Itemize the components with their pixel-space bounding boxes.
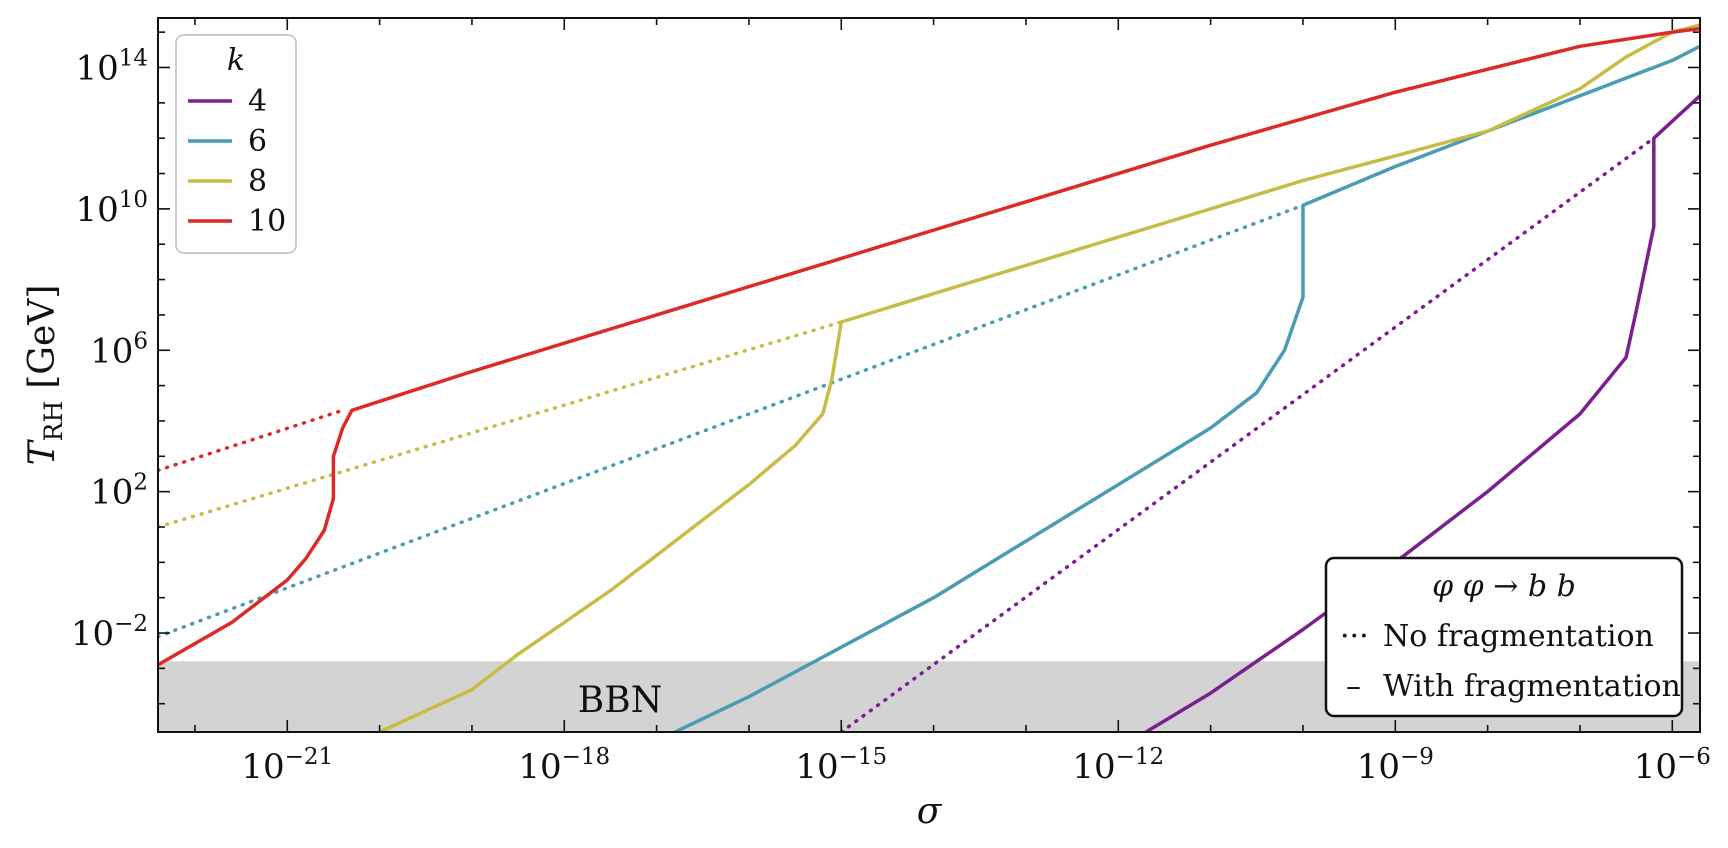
legend-k-label: 4 — [248, 84, 267, 119]
y-axis-title-unit: [GeV] — [22, 285, 63, 389]
legend-style-box — [1324, 556, 1684, 718]
x-tick-label: 10−15 — [795, 744, 887, 787]
y-axis-title-main: T — [22, 438, 63, 465]
legend-k-label: 6 — [248, 124, 267, 159]
legend-style-symbol-solid: – — [1346, 669, 1361, 704]
series-k4-no-fragmentation — [839, 136, 1656, 732]
series-k6-no-fragmentation — [158, 203, 1305, 639]
ticks-layer — [158, 18, 1700, 732]
series-k8-no-fragmentation — [158, 320, 844, 529]
series-k4-with-fragmentation — [1145, 94, 1700, 732]
series-k8-with-fragmentation — [378, 23, 1700, 732]
x-tick-label: 10−18 — [518, 744, 610, 787]
legend-style-label-dotted: No fragmentation — [1383, 619, 1654, 654]
series-k10-with-fragmentation — [158, 26, 1700, 667]
bbn-label: BBN — [578, 680, 662, 721]
y-tick-label: 1014 — [75, 45, 148, 88]
x-axis-title: σ — [917, 791, 943, 832]
y-axis-title: TRH [GeV] — [22, 285, 68, 466]
x-tick-label: 10−12 — [1072, 744, 1164, 787]
series-layer — [158, 23, 1700, 732]
legend-k-box — [175, 34, 297, 254]
series-k10-no-fragmentation — [158, 408, 345, 473]
plot-frame — [157, 17, 1701, 733]
legend-k-label: 10 — [248, 204, 286, 239]
legend-style: φ φ → b b ··· No fragmentation – With fr… — [1324, 556, 1684, 718]
legend-k: k 4 6 8 10 — [175, 34, 297, 254]
tick-labels-layer: 10−21 10−18 10−15 10−12 10−9 10−610−210210610… — [71, 45, 1711, 787]
y-tick-label: 106 — [90, 328, 148, 371]
legend-style-label-solid: With fragmentation — [1383, 669, 1681, 704]
legend-k-title: k — [227, 43, 245, 78]
x-tick-label: 10−6 — [1634, 744, 1711, 787]
svg-text:TRH[GeV]: TRH [GeV] — [22, 285, 68, 466]
y-tick-label: 10−2 — [71, 611, 148, 654]
y-tick-label: 102 — [90, 470, 148, 513]
y-axis-title-sub: RH — [39, 401, 68, 442]
y-tick-label: 1010 — [75, 187, 148, 230]
series-k6-with-fragmentation — [674, 44, 1700, 732]
legend-style-title: φ φ → b b — [1432, 569, 1576, 604]
x-tick-label: 10−21 — [241, 744, 333, 787]
legend-k-label: 8 — [248, 164, 267, 199]
legend-style-symbol-dotted: ··· — [1340, 619, 1369, 654]
x-tick-label: 10−9 — [1357, 744, 1434, 787]
